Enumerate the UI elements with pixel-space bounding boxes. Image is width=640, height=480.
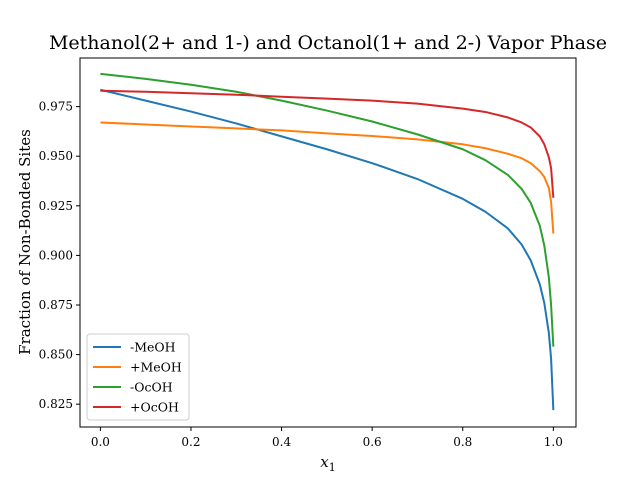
legend-label: -MeOH xyxy=(130,340,176,355)
y-tick-label: 0.950 xyxy=(39,149,73,163)
legend-box xyxy=(86,333,190,421)
x-axis-label-subscript: 1 xyxy=(329,461,336,474)
series-line-ocoh-2 xyxy=(100,72,555,347)
x-tick-label: 0.8 xyxy=(453,435,472,449)
x-tick-label: 1.0 xyxy=(544,435,563,449)
y-tick-label: 0.850 xyxy=(39,348,73,362)
series-line-ocoh-3 xyxy=(100,89,555,198)
legend: -MeOH +MeOH -OcOH +OcOH xyxy=(86,333,190,421)
x-axis-label: x1 xyxy=(320,453,335,474)
y-tick-label: 0.975 xyxy=(39,100,73,114)
x-tick-label: 0.2 xyxy=(181,435,200,449)
legend-label: -OcOH xyxy=(130,380,173,395)
series-line-meoh-1 xyxy=(100,121,555,234)
y-tick-label: 0.925 xyxy=(39,199,73,213)
legend-label: +MeOH xyxy=(130,360,182,375)
axes-frame xyxy=(79,57,577,428)
x-axis: 0.0 0.2 0.4 0.6 0.8 1.0 xyxy=(91,427,563,449)
legend-label: +OcOH xyxy=(130,400,179,415)
y-tick-label: 0.875 xyxy=(39,298,73,312)
x-tick-label: 0.4 xyxy=(272,435,291,449)
x-axis-label-main: x xyxy=(320,453,329,471)
y-axis-label: Fraction of Non-Bonded Sites xyxy=(16,129,34,355)
x-tick-label: 0.6 xyxy=(363,435,382,449)
y-tick-label: 0.825 xyxy=(39,397,73,411)
x-tick-label: 0.0 xyxy=(91,435,110,449)
chart-title: Methanol(2+ and 1-) and Octanol(1+ and 2… xyxy=(49,32,607,54)
y-axis: 0.825 0.850 0.875 0.900 0.925 0.950 0.975 xyxy=(39,100,80,411)
y-tick-label: 0.900 xyxy=(39,248,73,262)
series-line-meoh-0 xyxy=(100,88,555,411)
plot-area xyxy=(100,72,555,411)
